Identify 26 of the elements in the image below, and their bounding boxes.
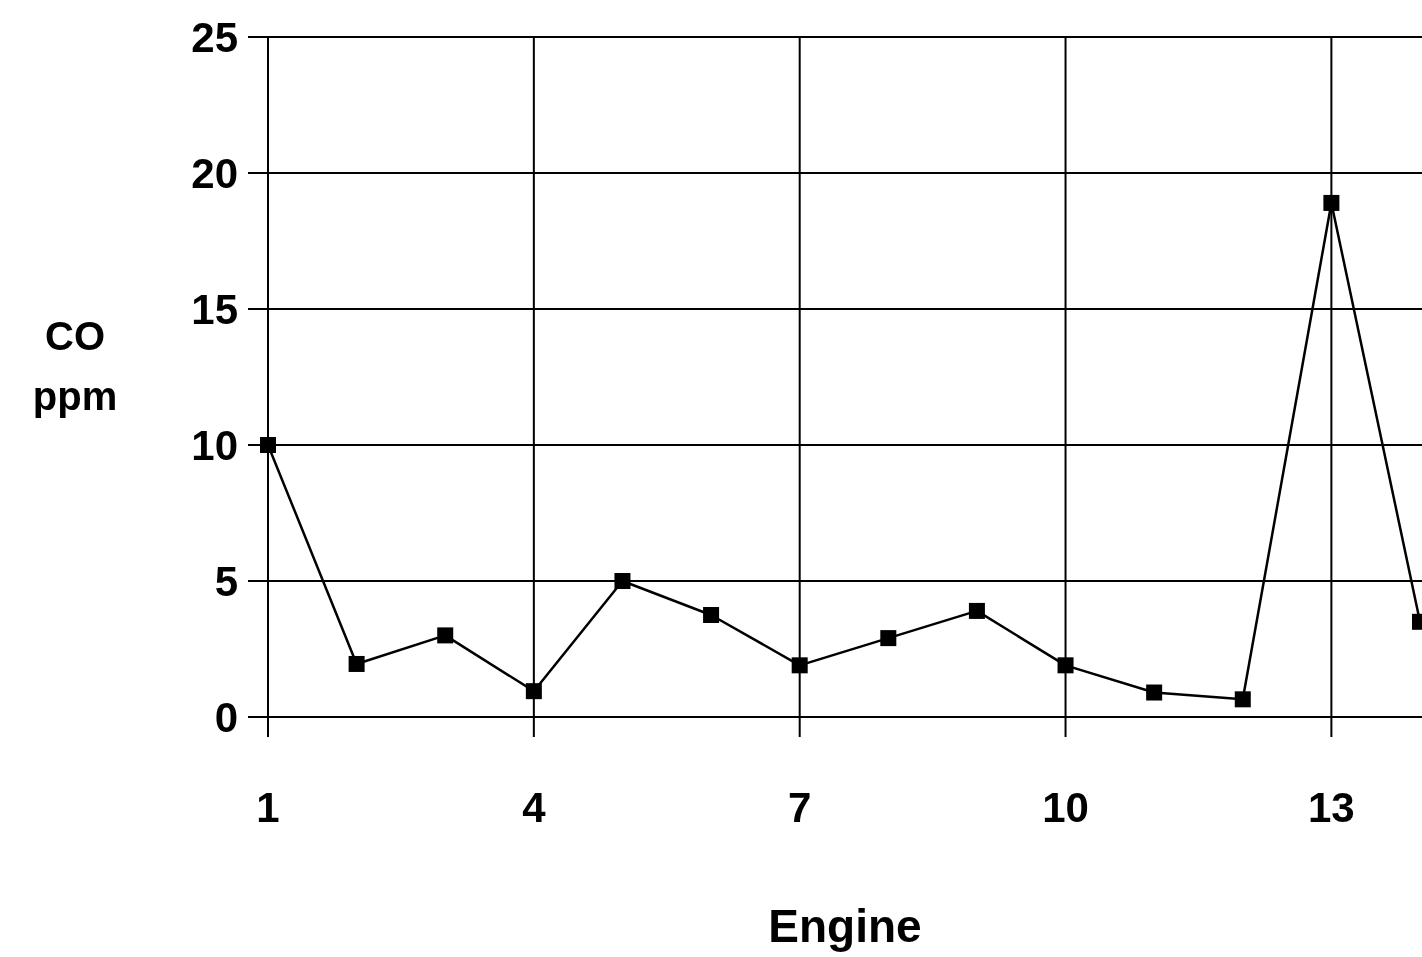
point — [880, 630, 897, 647]
y-tick-label: 20 — [191, 149, 238, 197]
y-tick-label: 10 — [191, 421, 238, 469]
point — [1323, 194, 1340, 211]
x-tick-label: 1 — [256, 784, 280, 831]
point — [348, 655, 365, 672]
y-tick-label: 15 — [191, 285, 238, 333]
x-tick-label: 4 — [522, 784, 547, 831]
point — [703, 607, 720, 623]
x-tick-label: 7 — [788, 784, 812, 831]
point — [1146, 684, 1163, 701]
point — [1234, 691, 1251, 708]
point — [437, 627, 454, 644]
y-tick-label: 0 — [214, 693, 238, 741]
point — [525, 683, 542, 700]
point — [614, 573, 631, 589]
point — [260, 437, 276, 453]
y-tick-label: 5 — [214, 557, 238, 605]
point — [791, 657, 808, 674]
y-axis-title: CO ppm — [32, 314, 118, 418]
point — [1057, 657, 1074, 674]
x-axis-title: Engine — [768, 900, 922, 952]
point — [968, 602, 985, 619]
x-tick-label: 10 — [1042, 784, 1089, 831]
x-tick-label: 13 — [1308, 784, 1355, 831]
y-tick-label: 25 — [191, 13, 238, 61]
